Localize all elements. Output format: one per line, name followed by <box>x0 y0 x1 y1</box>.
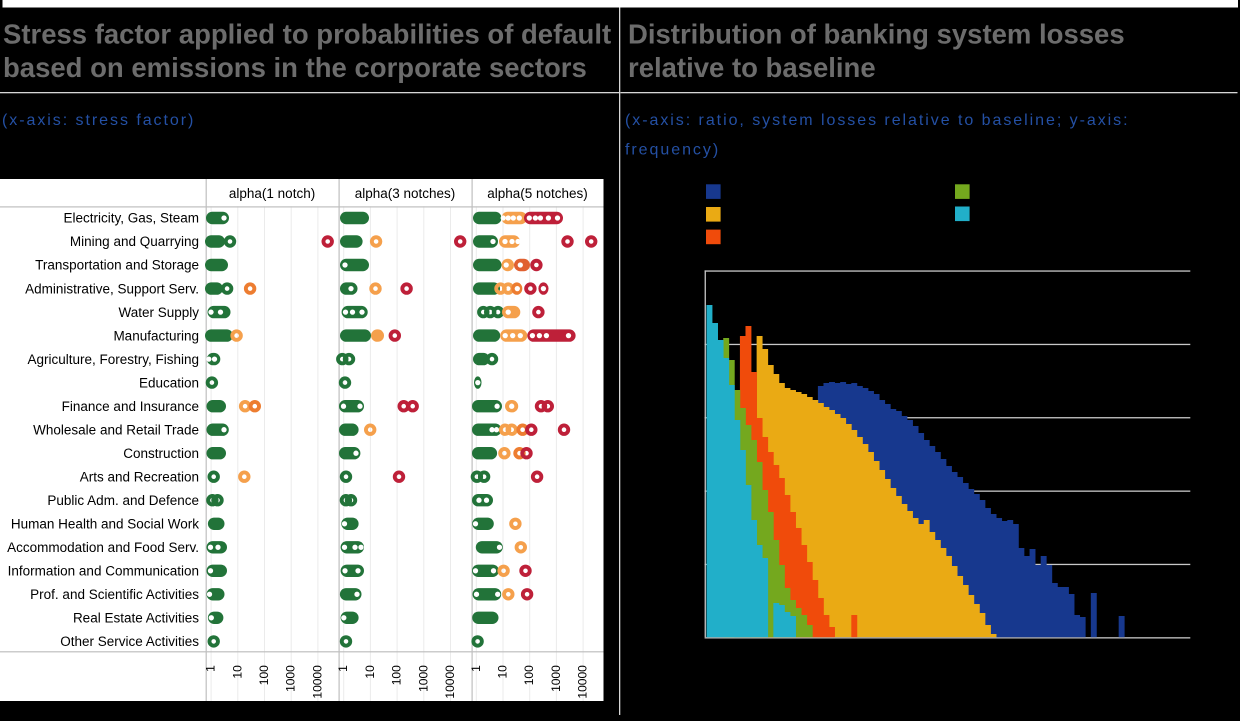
svg-text:10000: 10000 <box>443 665 457 699</box>
svg-text:Public Adm. and Defence: Public Adm. and Defence <box>47 493 199 508</box>
svg-text:10000: 10000 <box>310 665 324 699</box>
svg-text:alpha(3 notches): alpha(3 notches) <box>355 186 456 201</box>
svg-text:based on emissions in the corp: based on emissions in the corporate sect… <box>3 52 587 83</box>
svg-text:Finance and Insurance: Finance and Insurance <box>62 399 199 414</box>
svg-text:Education: Education <box>139 375 199 390</box>
svg-text:1000: 1000 <box>284 665 298 692</box>
svg-text:Real Estate Activities: Real Estate Activities <box>73 611 199 626</box>
svg-text:Wholesale and Retail Trade: Wholesale and Retail Trade <box>33 422 199 437</box>
svg-text:Electricity, Gas, Steam: Electricity, Gas, Steam <box>63 211 199 226</box>
svg-text:Human Health and Social Work: Human Health and Social Work <box>11 516 199 531</box>
svg-text:1: 1 <box>204 665 218 672</box>
svg-text:Information and Communication: Information and Communication <box>8 564 199 579</box>
svg-text:Other Service Activities: Other Service Activities <box>60 634 199 649</box>
svg-text:alpha(5 notches): alpha(5 notches) <box>487 186 588 201</box>
svg-text:1: 1 <box>469 665 483 672</box>
svg-text:frequency): frequency) <box>625 142 720 159</box>
svg-text:100: 100 <box>390 665 404 685</box>
svg-text:10: 10 <box>230 665 244 679</box>
svg-text:100: 100 <box>257 665 271 685</box>
svg-text:relative to baseline: relative to baseline <box>628 52 876 83</box>
svg-text:10000: 10000 <box>576 665 590 699</box>
svg-text:Accommodation and Food Serv.: Accommodation and Food Serv. <box>7 540 199 555</box>
svg-text:Administrative, Support Serv.: Administrative, Support Serv. <box>25 281 199 296</box>
svg-text:Manufacturing: Manufacturing <box>113 328 199 343</box>
svg-text:alpha(1 notch): alpha(1 notch) <box>229 186 315 201</box>
svg-text:1: 1 <box>336 665 350 672</box>
svg-text:10: 10 <box>363 665 377 679</box>
svg-text:Arts and Recreation: Arts and Recreation <box>80 469 199 484</box>
svg-text:Stress factor applied to proba: Stress factor applied to probabilities o… <box>3 19 611 50</box>
svg-text:(x-axis: ratio, system losses: (x-axis: ratio, system losses relative t… <box>625 112 1130 129</box>
svg-text:Construction: Construction <box>123 446 199 461</box>
svg-text:1000: 1000 <box>549 665 563 692</box>
svg-text:(x-axis: stress factor): (x-axis: stress factor) <box>2 112 195 129</box>
svg-text:100: 100 <box>522 665 536 685</box>
svg-text:Agriculture, Forestry, Fishing: Agriculture, Forestry, Fishing <box>27 352 199 367</box>
svg-text:Distribution of banking system: Distribution of banking system losses <box>628 19 1125 50</box>
svg-text:1000: 1000 <box>416 665 430 692</box>
svg-text:Water Supply: Water Supply <box>118 305 199 320</box>
svg-text:Transportation and Storage: Transportation and Storage <box>35 258 199 273</box>
svg-text:Prof. and Scientific Activitie: Prof. and Scientific Activities <box>30 587 199 602</box>
svg-text:Mining and Quarrying: Mining and Quarrying <box>70 234 199 249</box>
svg-text:10: 10 <box>496 665 510 679</box>
